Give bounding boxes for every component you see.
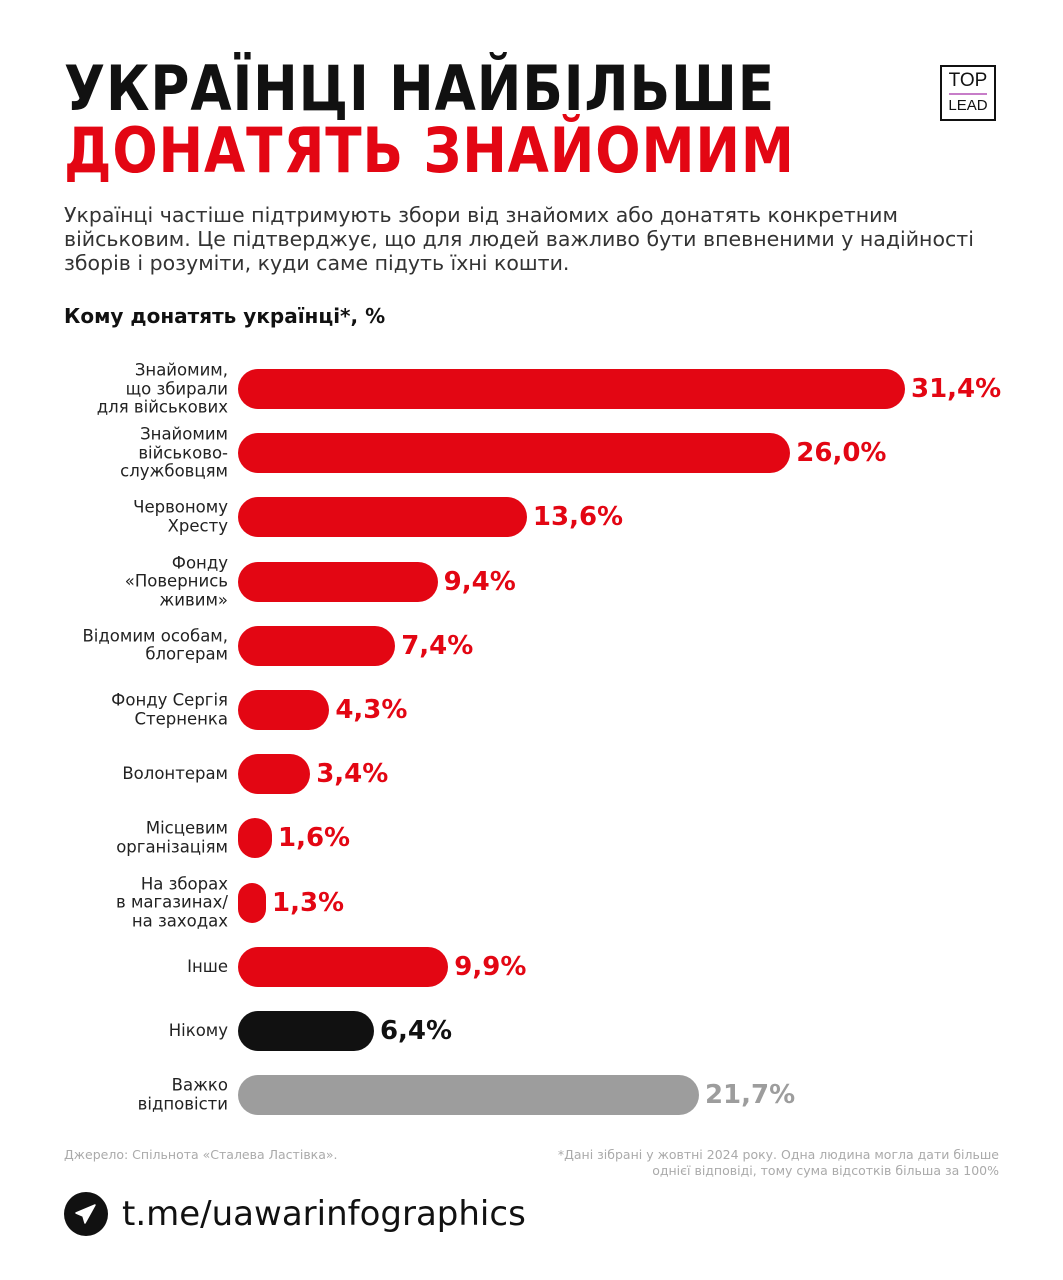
- category-label: Знайомим військово-службовцям: [120, 425, 228, 481]
- top-lead-logo: TOP LEAD: [940, 65, 996, 121]
- value-label: 6,4%: [379, 1016, 453, 1046]
- category-label-line: Червоному: [133, 497, 228, 517]
- value-label: 26,0%: [796, 438, 887, 469]
- category-label-line: організаціям: [116, 837, 228, 857]
- bar: [238, 818, 272, 859]
- category-label-line: Фонду: [171, 552, 228, 572]
- category-label-line: для військових: [96, 397, 228, 417]
- logo-top: TOP: [948, 70, 988, 91]
- value-label: 4,3%: [335, 695, 408, 725]
- logo-bottom: LEAD: [948, 97, 988, 114]
- category-label: Місцевим організаціям: [116, 818, 228, 857]
- category-label-line: живим»: [159, 589, 228, 609]
- footnote: *Дані зібрані у жовтні 2024 року. Одна л…: [557, 1147, 999, 1178]
- category-label-line: Важко: [171, 1075, 228, 1095]
- bar: [238, 882, 266, 923]
- telegram-link[interactable]: t.me/uawarinfographics: [122, 1194, 526, 1234]
- category-label: Знайомим, що збирали для військових: [97, 361, 228, 417]
- category-label-line: військово-: [138, 442, 228, 462]
- category-label-line: Інше: [187, 956, 228, 976]
- category-label: Нікому: [168, 1020, 228, 1041]
- category-label-line: в магазинах/: [115, 892, 228, 912]
- category-label: Волонтерам: [122, 763, 228, 784]
- bar: [238, 625, 396, 666]
- bar: [238, 946, 449, 987]
- bar: [238, 497, 527, 538]
- logo-divider: [949, 93, 987, 95]
- category-label-line: Нікому: [168, 1020, 228, 1040]
- value-label: 9,4%: [443, 566, 516, 597]
- category-label-line: на заходах: [131, 910, 228, 930]
- bar: [238, 369, 905, 409]
- value-label: 7,4%: [401, 630, 474, 661]
- category-label: Відомим особам, блогерам: [82, 627, 228, 664]
- value-label: 13,6%: [532, 502, 624, 533]
- value-label: 31,4%: [911, 374, 1002, 404]
- value-label: 3,4%: [316, 759, 389, 790]
- category-label: Червоному Хресту: [133, 497, 228, 536]
- category-label: Фонду «Повернись живим»: [124, 552, 228, 610]
- category-label-line: що збирали: [125, 378, 228, 398]
- bar: [238, 690, 330, 730]
- category-label: Інше: [187, 956, 228, 977]
- value-label: 1,6%: [277, 823, 351, 854]
- category-label-line: Відомим особам,: [82, 626, 228, 646]
- chart-title: Кому донатять українці*, %: [64, 304, 386, 328]
- category-label-line: відповісти: [137, 1094, 228, 1114]
- category-label-line: блогерам: [145, 644, 228, 664]
- bar: [238, 561, 438, 602]
- category-label-line: На зборах: [140, 873, 228, 893]
- value-label: 1,3%: [272, 887, 345, 918]
- category-label: Важко відповісти: [137, 1075, 228, 1114]
- source-note: Джерело: Спільнота «Сталева Ластівка».: [64, 1147, 338, 1162]
- value-label: 9,9%: [454, 951, 527, 982]
- value-label: 21,7%: [704, 1080, 796, 1111]
- telegram-icon: [64, 1192, 108, 1236]
- bar: [238, 1011, 374, 1051]
- subtitle: Українці частіше підтримують збори від з…: [64, 203, 974, 275]
- category-label-line: Стерненка: [134, 709, 228, 728]
- bar: [238, 1075, 699, 1116]
- title-line-1: УКРАЇНЦІ НАЙБІЛЬШЕ: [64, 52, 776, 125]
- category-label-line: «Повернись: [124, 571, 228, 591]
- category-label: Фонду Сергія Стерненка: [111, 690, 228, 729]
- bar: [238, 754, 311, 795]
- category-label-line: Знайомим: [140, 424, 228, 444]
- category-label-line: Волонтерам: [122, 763, 228, 783]
- category-label-line: Фонду Сергія: [111, 690, 228, 710]
- category-label-line: Місцевим: [145, 818, 228, 838]
- bar: [238, 433, 791, 474]
- category-label: На зборах в магазинах/на заходах: [115, 873, 228, 931]
- category-label-line: службовцям: [120, 461, 228, 481]
- category-label-line: Знайомим,: [134, 360, 228, 380]
- title-line-2: ДОНАТЯТЬ ЗНАЙОМИМ: [64, 114, 795, 187]
- category-label-line: Хресту: [167, 516, 228, 536]
